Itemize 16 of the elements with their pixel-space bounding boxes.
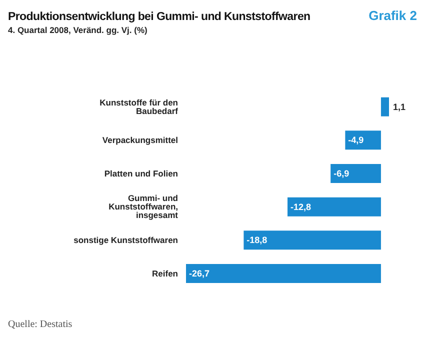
data-label: -4,9 [348,135,364,146]
text: Grafik 2 [368,8,417,23]
y-tick-label: Kunststoffe für den Baubedarf [100,97,178,116]
y-tick-label: Platten und Folien [104,168,178,178]
source-note: Quelle: Destatis [8,319,72,330]
data-label: -6,9 [334,168,350,178]
y-tick-label: Reifen [152,268,178,278]
data-label: -12,8 [290,202,312,212]
y-tick-label: Gummi- und Kunststoffwaren, insgesamt [108,193,178,220]
data-label: 1,1 [393,102,406,112]
text: 4. Quartal 2008, Veränd. gg. Vj. (%) [8,25,148,35]
y-tick-label: sonstige Kunststoffwaren [74,235,178,246]
data-label: -18,8 [246,235,268,246]
chart-title: Produktionsentwicklung bei Gummi- und Kunststoffwaren [8,11,310,23]
y-tick-label: Verpackungsmittel [102,135,178,146]
data-label: -26,7 [189,268,210,278]
